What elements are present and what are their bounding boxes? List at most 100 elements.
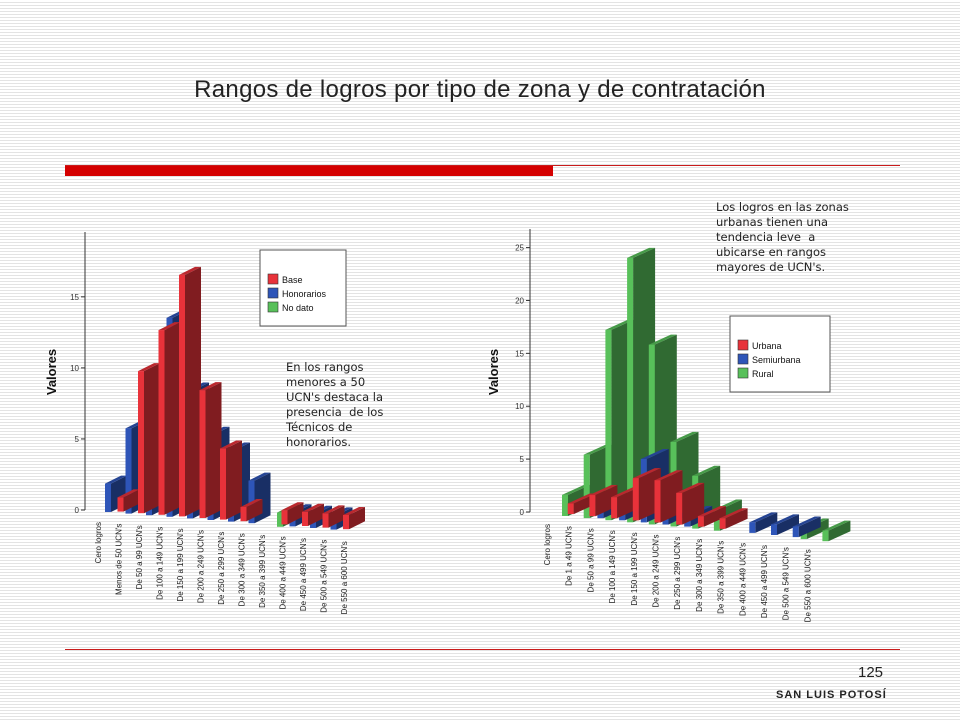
bar-top-base (302, 503, 324, 512)
page-number: 125 (858, 664, 884, 681)
bar-top-urbana (676, 482, 705, 493)
bar-base (302, 511, 308, 526)
legend-label: Semiurbana (752, 355, 801, 365)
bar-top-base (158, 322, 181, 331)
bar-side-urbana (703, 506, 726, 527)
annotation-line: En los rangos (286, 360, 364, 374)
bar-side-base (144, 363, 160, 514)
bar-urbana (632, 478, 639, 521)
bar-semiurbana (792, 526, 799, 538)
bar-top-semiurbana (771, 514, 799, 525)
legend-label: Base (282, 275, 303, 285)
annotation-line: menores a 50 (286, 375, 366, 389)
bar-top-rural (562, 484, 590, 495)
y-tick-label: 5 (75, 435, 80, 444)
bar-top-base (138, 363, 160, 372)
bar-side-urbana (725, 508, 748, 529)
legend-swatch (737, 339, 749, 351)
category-label: De 1 a 49 UCN's (565, 526, 574, 586)
category-label: De 150 a 199 UCN's (630, 532, 639, 605)
category-label: De 100 a 149 UCN's (156, 527, 165, 600)
bar-top-urbana (632, 468, 661, 479)
bar-top-urbana (611, 487, 640, 498)
top-rule (65, 165, 900, 166)
annotation-line: honorarios. (286, 435, 352, 449)
category-label: Menos de 50 UCN's (115, 524, 124, 595)
legend-label: Rural (752, 369, 774, 379)
bar-top-semiurbana (749, 512, 778, 523)
category-label: De 400 a 449 UCN's (738, 543, 747, 616)
annotation-line: Técnicos de (286, 420, 353, 434)
bar-top-base (117, 489, 140, 498)
bar-urbana (676, 492, 683, 525)
category-label: De 50 a 99 UCN's (135, 525, 144, 589)
bar-top-rural (605, 319, 634, 330)
bar-base (179, 274, 185, 517)
category-label: De 500 a 549 UCN's (320, 540, 329, 613)
legend-swatch (737, 353, 749, 365)
category-label: Cero logros (543, 524, 552, 565)
y-tick-label: 10 (515, 402, 524, 411)
bar-rural (562, 494, 568, 516)
category-label: De 50 a 99 UCN's (586, 528, 595, 592)
y-tick-label: 15 (70, 293, 79, 302)
bar-top-semiurbana (640, 448, 669, 459)
y-tick-label: 5 (520, 455, 525, 464)
category-label: De 450 a 499 UCN's (299, 538, 308, 611)
bar-urbana (719, 518, 726, 529)
bar-side-rural (806, 518, 829, 540)
bar-side-base (123, 489, 140, 512)
category-label: De 200 a 249 UCN's (652, 535, 661, 608)
y-tick-label: 25 (515, 244, 524, 253)
bar-base (138, 371, 144, 514)
bar-top-base (322, 505, 345, 514)
bar-base (117, 497, 124, 512)
bar-base (322, 513, 329, 528)
bar-base (199, 390, 206, 518)
bar-urbana (567, 503, 574, 515)
category-label: De 300 a 349 UCN's (695, 539, 704, 612)
annotation-line: tendencia leve a (716, 230, 816, 244)
category-label: De 500 a 549 UCN's (782, 547, 791, 620)
category-label: De 250 a 299 UCN's (673, 537, 682, 610)
legend-swatch (267, 273, 279, 285)
bar-top-urbana (719, 508, 748, 519)
bar-top-rural (670, 431, 699, 442)
category-label: De 450 a 499 UCN's (760, 545, 769, 618)
bar-base (220, 448, 226, 520)
bar-rural (627, 257, 634, 523)
bar-top-rural (627, 247, 656, 258)
bar-side-urbana (682, 482, 705, 525)
bar-top-base (343, 506, 365, 515)
bar-top-rural (692, 465, 721, 476)
bar-rural (822, 530, 829, 542)
legend-label: Honorarios (282, 289, 327, 299)
bar-rural (648, 344, 655, 525)
bar-urbana (654, 480, 661, 523)
bar-top-honorarios (248, 472, 271, 481)
bar-top-urbana (654, 470, 683, 481)
bar-urbana (697, 516, 704, 527)
category-label: De 550 a 600 UCN's (803, 549, 812, 622)
annotation-line: urbanas tienen una (716, 215, 829, 229)
annotation-line: presencia de los (286, 405, 384, 419)
legend-label: No dato (282, 303, 314, 313)
category-label: De 350 a 399 UCN's (717, 541, 726, 614)
bar-honorarios (125, 428, 132, 514)
bar-side-base (328, 505, 345, 528)
bar-side-rural (828, 520, 851, 542)
annotation-line: ubicarse en rangos (716, 245, 827, 259)
bar-side-semiurbana (777, 514, 799, 535)
category-label: De 300 a 349 UCN's (238, 533, 247, 606)
y-tick-label: 15 (515, 349, 524, 358)
bar-rural (583, 454, 590, 519)
annotation-chart2: Los logros en las zonas urbanas tienen u… (716, 200, 849, 275)
bar-semiurbana (749, 522, 756, 533)
bar-side-base (246, 498, 263, 522)
category-label: De 150 a 199 UCN's (176, 528, 185, 601)
y-tick-label: 20 (515, 296, 524, 305)
y-axis-label: Valores (486, 349, 501, 395)
bar-urbana (611, 497, 618, 519)
